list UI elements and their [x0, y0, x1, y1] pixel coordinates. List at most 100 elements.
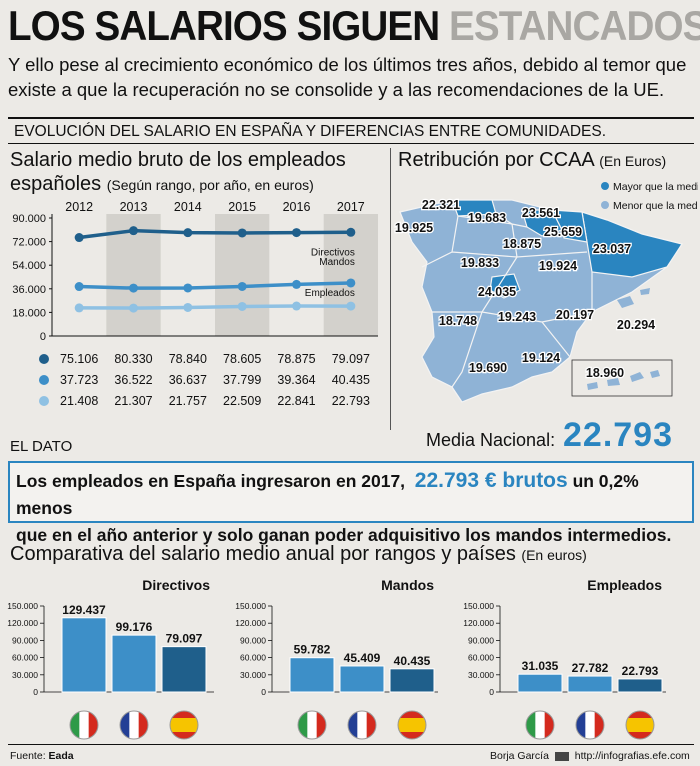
flag-stripe [357, 711, 368, 739]
flag-border [69, 710, 99, 740]
y-tick-label: 18.000 [12, 307, 46, 319]
madrid-shape [489, 273, 521, 299]
flag-border [625, 710, 655, 740]
bar-y-tick-label-empleados: 60.000 [468, 653, 494, 663]
x-tick-label-2013: 2013 [120, 200, 148, 214]
bar-y-tick-label-empleados: 150.000 [463, 601, 494, 611]
comparison-title-text: Comparativa del salario medio anual por … [10, 543, 516, 565]
top-divider [8, 117, 694, 119]
spain-flag-icon [169, 710, 199, 740]
map-title-text: Retribución por CCAA [398, 149, 594, 171]
table-value-mandos-2012: 37.723 [60, 373, 98, 387]
y-tick-label: 0 [40, 331, 46, 343]
bar-chart-title-mandos: Mandos [381, 577, 434, 593]
bar-y-tick-label-mandos: 120.000 [235, 618, 266, 628]
bar-value-label-directivos-0: 129.437 [62, 603, 106, 617]
bar-y-tick-label-mandos: 90.000 [240, 635, 266, 645]
table-value-mandos-2013: 36.522 [114, 373, 152, 387]
table-value-directivos-2013: 80.330 [114, 352, 152, 366]
bar-chart-title-empleados: Empleados [587, 577, 662, 593]
bar-y-tick-label-mandos: 150.000 [235, 601, 266, 611]
flag-border [119, 710, 149, 740]
data-point-mandos-2017 [346, 278, 356, 288]
bar-value-label-empleados-1: 27.782 [572, 661, 609, 675]
table-value-directivos-2016: 78.875 [277, 352, 315, 366]
dato-text-before: Los empleados en España ingresaron en 20… [16, 471, 406, 491]
bar-y-tick-label-mandos: 30.000 [240, 670, 266, 680]
flag-stripe [120, 711, 130, 739]
table-value-empleados-2012: 21.408 [60, 394, 98, 408]
series-line-empleados [79, 304, 351, 310]
data-point-empleados-2016 [292, 301, 301, 311]
flag-stripe [79, 711, 90, 739]
region-label-20197: 20.197 [556, 308, 594, 322]
source-label: Fuente: [10, 750, 46, 762]
series-line-mandos [79, 281, 351, 290]
spain-map: Mayor que la media Menor que la media 22… [394, 181, 698, 403]
main-title: LOS SALARIOS SIGUEN ESTANCADOS [8, 2, 700, 50]
table-marker-mandos [39, 375, 49, 385]
region-label-20294: 20.294 [617, 318, 655, 332]
region-label-22321: 22.321 [422, 198, 460, 212]
source-value: Eada [48, 750, 74, 762]
flag-stripes [526, 711, 554, 739]
data-point-empleados-2015 [237, 301, 247, 311]
cataluna-shape [581, 211, 683, 278]
bar-y-tick-label-directivos: 60.000 [12, 653, 38, 663]
bar-value-label-empleados-2: 22.793 [622, 664, 659, 678]
bar-y-tick-label-directivos: 0 [33, 687, 38, 697]
line-panel-title2: españoles (Según rango, por año, en euro… [10, 173, 314, 196]
data-point-directivos-2014 [183, 228, 193, 238]
line-panel-title: Salario medio bruto de los empleados [10, 149, 346, 171]
comparison-bar-charts: Directivos 150.000 120.000 90.000 60.000 30.0… [7, 577, 666, 740]
canarias-shape [587, 370, 660, 390]
table-value-empleados-2014: 21.757 [169, 394, 207, 408]
table-value-empleados-2016: 22.841 [277, 394, 315, 408]
bar-y-tick-label-empleados: 30.000 [468, 670, 494, 680]
section-title: EVOLUCIÓN DEL SALARIO EN ESPAÑA Y DIFERE… [14, 123, 607, 140]
legend-above-dot [601, 182, 609, 190]
region-label-18748: 18.748 [439, 314, 477, 328]
bar-directivos-0 [61, 617, 107, 693]
data-point-directivos-2013 [129, 226, 138, 236]
flag-yellow [626, 718, 654, 732]
series-label-empleados: Empleados [305, 288, 355, 299]
bar-y-tick-label-empleados: 120.000 [463, 618, 494, 628]
bar-y-tick-label-mandos: 60.000 [240, 653, 266, 663]
baleares-shape [617, 288, 650, 308]
data-point-empleados-2014 [183, 302, 193, 312]
dato-box: Los empleados en España ingresaron en 20… [8, 461, 694, 545]
credits: Borja García http://infografias.efe.com [490, 750, 690, 762]
x-tick-label-2014: 2014 [174, 200, 202, 214]
bar-y-tick-label-mandos: 0 [261, 687, 266, 697]
bar-mandos-0 [289, 657, 335, 693]
data-point-mandos-2014 [183, 283, 193, 293]
table-value-directivos-2014: 78.840 [169, 352, 207, 366]
region-label-18960: 18.960 [586, 366, 624, 380]
bar-mandos-1 [339, 665, 385, 693]
france-flag-icon [119, 710, 149, 740]
flag-yellow [398, 718, 426, 732]
flag-stripes [298, 711, 326, 739]
series-label-mandos: Mandos [319, 257, 355, 268]
flag-stripes [348, 711, 376, 739]
title-part2: ESTANCADOS [449, 2, 700, 49]
region-label-19925: 19.925 [395, 221, 433, 235]
flag-border [347, 710, 377, 740]
salary-line-chart: 90.000 72.000 54.000 36.000 18.000 0 2012 2013 2… [12, 200, 378, 408]
flag-stripe [316, 711, 326, 739]
bar-y-tick-label-directivos: 120.000 [7, 618, 38, 628]
dato-line2: que en el año anterior y solo ganan pode… [16, 525, 672, 545]
source: Fuente: Eada [10, 750, 74, 762]
table-value-empleados-2017: 22.793 [332, 394, 370, 408]
euskadi-shape [521, 209, 563, 237]
legend-below-label: Menor que la media [613, 200, 698, 212]
series-line-directivos [78, 228, 351, 240]
data-point-empleados-2017 [346, 301, 356, 311]
table-value-mandos-2015: 37.799 [223, 373, 261, 387]
subtitle: Y ello pese al crecimiento económico de … [8, 54, 687, 100]
flag-stripe [594, 711, 604, 739]
flag-stripe [585, 711, 596, 739]
data-point-directivos-2015 [237, 228, 247, 238]
bar-y-tick-label-directivos: 30.000 [12, 670, 38, 680]
